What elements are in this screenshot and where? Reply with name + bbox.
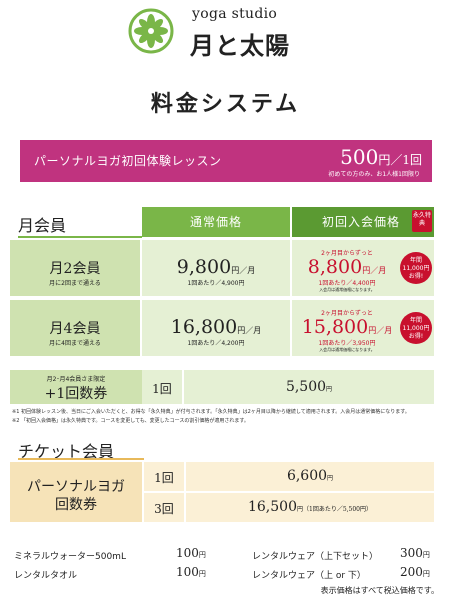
ticket-name-cell: パーソナルヨガ 回数券 [10, 462, 142, 522]
trial-banner: パーソナルヨガ初回体験レッスン 500円／1回 初めての方のみ、お1人様1回限り [20, 140, 432, 182]
first-price: 15,800円／月 [301, 316, 393, 338]
col-first: 初回入会価格 [292, 207, 434, 237]
regular-per: 1回あたり／4,200円 [187, 340, 245, 347]
plan-name: 月4会員 [49, 321, 101, 337]
plan-first-cell: 2ヶ月目からずっと 15,800円／月 1回あたり／3,950円 入会月は通常価… [292, 300, 434, 356]
trial-label: パーソナルヨガ初回体験レッスン [34, 154, 222, 168]
ticket-count: 1回 [154, 471, 174, 485]
ticket-count: 3回 [154, 502, 174, 516]
note-2: ※2 「初回入会価格」は永久特典です。コースを変更しても、変更したコースの割引価… [12, 418, 249, 424]
option-label: ミネラルウォーター500mL [14, 552, 126, 562]
first-price: 8,800円／月 [307, 256, 387, 278]
ticket-price: 16,500円（1回あたり／5,500円） [247, 499, 372, 515]
trial-note: 初めての方のみ、お1人様1回限り [328, 171, 420, 178]
option-label: レンタルウェア（上下セット） [252, 552, 379, 562]
col-regular: 通常価格 [142, 207, 290, 237]
plan-first-cell: 2ヶ月目からずっと 8,800円／月 1回あたり／4,400円 入会月は通常価格… [292, 240, 434, 296]
ticket-price: 6,600円 [286, 468, 334, 484]
plan-name: 月2会員 [49, 261, 101, 277]
first-lead: 2ヶ月目からずっと [321, 310, 373, 317]
extra-ticket-name-cell: 月2･月4会員さま限定 +1回数券 [10, 370, 142, 404]
plan-name-cell: 月4会員 月に4回まで通える [10, 300, 140, 356]
regular-price: 9,800円／月 [176, 256, 256, 278]
plan-sub: 月に4回まで通える [49, 340, 101, 347]
regular-price: 16,800円／月 [170, 316, 262, 338]
option-label: レンタルウェア（上 or 下） [252, 571, 366, 581]
ticket-heading: チケット会員 [18, 442, 115, 461]
page-title: 料金システム [150, 91, 301, 117]
studio-label: yoga studio [192, 6, 278, 22]
plan-name-cell: 月2会員 月に2回まで通える [10, 240, 140, 296]
brand-name: 月と太陽 [190, 31, 290, 60]
first-note: 入会月は通常価格になります。 [319, 287, 375, 292]
heading-underline [18, 236, 142, 238]
tax-note: 表示価格はすべて税込価格です。 [320, 586, 439, 595]
ticket-name-line2: 回数券 [55, 497, 97, 513]
note-1: ※1 初回体験レッスン後、当日にご入会いただくと、お得な「永久特典」が付与されま… [12, 409, 410, 415]
membership-heading: 月会員 [18, 216, 67, 235]
ticket-price-cell: 16,500円（1回あたり／5,500円） [186, 493, 434, 522]
eitoku-badge: 永久特典 [412, 210, 432, 232]
ticket-count-cell: 3回 [144, 493, 184, 522]
regular-per: 1回あたり／4,900円 [187, 280, 245, 287]
option-price: 300円 [400, 546, 430, 560]
ticket-count-cell: 1回 [144, 462, 184, 491]
extra-name: +1回数券 [44, 386, 108, 402]
savings-badge: 年間11,000円お得! [400, 312, 432, 344]
savings-badge: 年間11,000円お得! [400, 252, 432, 284]
first-lead: 2ヶ月目からずっと [321, 250, 373, 257]
option-price: 100円 [176, 546, 206, 560]
first-per: 1回あたり／4,400円 [318, 280, 376, 287]
extra-count: 1回 [152, 382, 172, 396]
heading-underline [18, 458, 144, 460]
extra-count-cell: 1回 [142, 370, 182, 404]
ticket-name-line1: パーソナルヨガ [27, 479, 125, 495]
plan-regular-cell: 16,800円／月 1回あたり／4,200円 [142, 300, 290, 356]
plan-regular-cell: 9,800円／月 1回あたり／4,900円 [142, 240, 290, 296]
extra-price: 5,500円 [285, 379, 333, 395]
first-note: 入会月は通常価格になります。 [319, 347, 375, 352]
lotus-logo-icon [128, 8, 174, 54]
option-price: 200円 [400, 565, 430, 579]
option-price: 100円 [176, 565, 206, 579]
extra-price-cell: 5,500円 [184, 370, 434, 404]
extra-top: 月2･月4会員さま限定 [46, 376, 106, 383]
first-per: 1回あたり／3,950円 [318, 340, 376, 347]
plan-sub: 月に2回まで通える [49, 280, 101, 287]
trial-price: 500円／1回 [340, 145, 422, 169]
option-label: レンタルタオル [14, 571, 78, 581]
ticket-price-cell: 6,600円 [186, 462, 434, 491]
